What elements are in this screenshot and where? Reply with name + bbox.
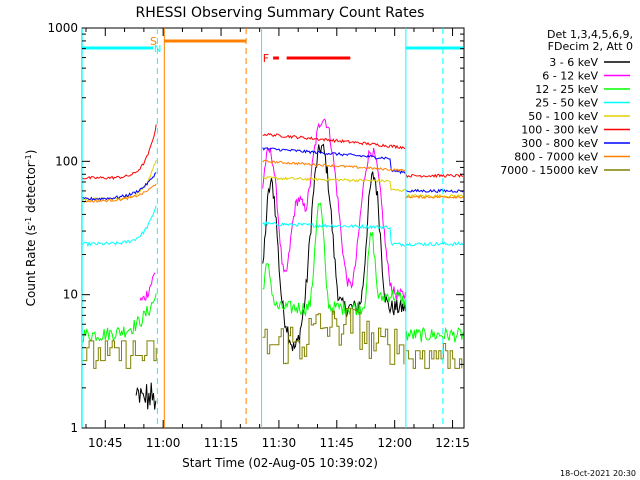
series-line-6-seg0 [82,172,157,201]
night-flag-label: N [154,44,161,55]
saa-flag-label: S [150,35,157,48]
y-axis-label-sup2: -1 [24,154,33,162]
x-tick-label: 11:00 [146,436,181,450]
x-tick-label: 12:15 [435,436,470,450]
y-axis-label: Count Rate (s-1 detector-1) [24,150,39,307]
legend-entry-label: 25 - 50 keV [535,97,598,110]
series-12to25keV [81,202,464,343]
series-line-6-seg1 [262,147,406,175]
y-axis-label-end: ) [24,150,38,155]
legend-entry-label: 300 - 800 keV [521,137,598,150]
series-3to6keV [135,143,406,410]
markers-layer: SN F [81,28,464,428]
plot-area [81,27,465,429]
series-100to300keV [81,124,464,181]
legend-entry-label: 800 - 7000 keV [514,151,598,164]
y-axis-label-main: Count Rate (s [24,225,38,307]
series-line-7-seg0 [81,183,157,203]
y-tick-label: 10 [63,288,78,302]
legend: Det 1,3,4,5,6,9,FDecim 2, Att 0 3 - 6 keV… [500,28,633,177]
x-axis-label: Start Time (02-Aug-05 10:39:02) [182,456,378,470]
series-300to800keV [82,147,464,201]
legend-entry-label: 50 - 100 keV [528,110,598,123]
y-tick-label: 100 [55,154,78,168]
legend-entry-label: 7000 - 15000 keV [500,164,598,177]
series-line-5-seg2 [405,173,464,179]
series-line-5-seg0 [81,124,157,181]
legend-header-line: FDecim 2, Att 0 [548,40,633,53]
series-line-7-seg2 [405,195,464,200]
series-line-4-seg0 [81,159,157,202]
series-800to7000keV [81,159,464,203]
legend-entry-label: 3 - 6 keV [549,56,598,69]
footer-date: 18-Oct-2021 20:30 [560,469,636,478]
series-line-0-seg1 [262,143,406,352]
series-line-0-seg0 [135,382,157,410]
series-line-2-seg2 [405,326,464,343]
series-line-8-seg0 [82,340,157,369]
x-axis: 10:45 11:00 11:15 11:30 11:45 12:00 12:15 [85,28,470,450]
y-tick-label: 1 [70,421,78,435]
series-6to12keV [139,118,406,302]
series-line-8-seg2 [406,343,463,369]
legend-entry-label: 12 - 25 keV [535,83,598,96]
y-axis-label-sup1: -1 [24,217,33,225]
x-tick-label: 12:00 [377,436,412,450]
series-line-6-seg2 [405,188,464,193]
series-line-7-seg1 [262,159,406,173]
series-line-5-seg1 [262,132,406,150]
series-line-4-seg1 [262,176,406,192]
series-line-2-seg0 [81,293,157,343]
x-tick-label: 11:45 [319,436,354,450]
series-line-4-seg2 [405,193,464,199]
x-tick-label: 11:15 [204,436,239,450]
legend-entry-label: 100 - 300 keV [521,124,598,137]
legend-header-line: Det 1,3,4,5,6,9, [547,28,633,41]
y-axis-label-mid: detector [24,162,38,217]
x-tick-label: 10:45 [88,436,123,450]
series-7000to15000keV [82,307,463,369]
series-line-2-seg1 [262,202,406,318]
series-line-3-seg1 [262,221,406,247]
series-line-8-seg1 [262,307,405,365]
series-line-3-seg2 [405,241,464,247]
y-axis: 1 10 100 1000 [47,21,464,435]
legend-entry-label: 6 - 12 keV [542,70,598,83]
series-line-3-seg0 [82,205,157,248]
series-line-1-seg0 [139,272,156,302]
chart-title: RHESSI Observing Summary Count Rates [136,5,425,21]
plot-frame [81,27,465,429]
flare-flag-label: F [263,52,269,65]
series-line-1-seg1 [262,118,406,300]
series-layer [81,118,464,410]
x-tick-label: 11:30 [262,436,297,450]
series-25to50keV [82,205,464,248]
y-tick-label: 1000 [47,21,78,35]
